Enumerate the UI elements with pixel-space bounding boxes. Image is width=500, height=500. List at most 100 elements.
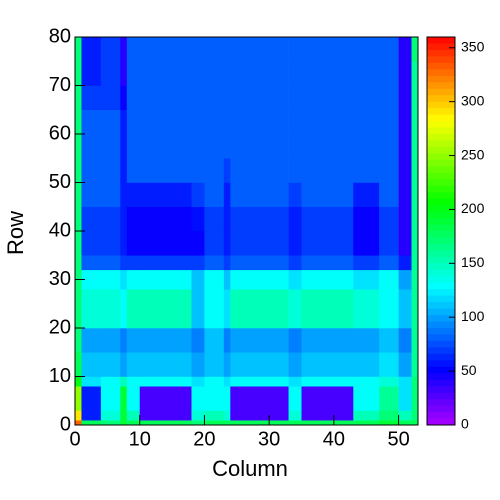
colorbar-segment — [427, 211, 455, 219]
colorbar-segment — [427, 75, 455, 83]
cell — [75, 386, 82, 411]
cell — [301, 269, 354, 290]
cell — [191, 85, 205, 111]
colorbar-segment — [427, 256, 455, 264]
cell — [204, 410, 225, 421]
cell — [100, 352, 121, 377]
cell — [100, 289, 121, 329]
y-tick-label: 60 — [49, 122, 71, 144]
cell — [126, 37, 141, 62]
cell — [398, 386, 412, 411]
cell — [223, 134, 231, 159]
cell — [204, 158, 225, 183]
cell — [288, 269, 302, 290]
cell — [204, 231, 225, 256]
colorbar-segment — [427, 108, 455, 116]
cell — [120, 269, 128, 290]
cell — [120, 410, 128, 421]
cell — [301, 255, 354, 271]
colorbar-segment — [427, 121, 455, 129]
cell — [139, 420, 192, 426]
colorbar-segment — [427, 315, 455, 323]
cell — [126, 255, 141, 271]
cell — [139, 134, 192, 159]
y-tick-label: 70 — [49, 74, 71, 96]
x-tick-label: 0 — [69, 428, 80, 450]
cell — [223, 352, 231, 377]
cell — [411, 85, 419, 111]
cell — [353, 420, 380, 426]
cell — [139, 109, 192, 135]
cell — [139, 269, 192, 290]
cell — [379, 182, 399, 208]
cell — [398, 352, 412, 377]
cell — [223, 182, 231, 208]
y-tick-label: 80 — [49, 25, 71, 47]
cell — [353, 231, 380, 256]
cell — [126, 410, 141, 421]
cell — [126, 269, 141, 290]
cell — [100, 61, 121, 86]
y-tick-label: 10 — [49, 365, 71, 387]
cell — [353, 85, 380, 111]
cell — [126, 109, 141, 135]
cell — [353, 37, 380, 62]
colorbar-segment — [427, 405, 455, 413]
cell — [139, 37, 192, 62]
cell — [398, 255, 412, 271]
cell — [81, 134, 102, 159]
cell — [379, 37, 399, 62]
cell — [191, 328, 205, 353]
cell — [353, 109, 380, 135]
cell — [126, 420, 141, 426]
cell — [411, 328, 419, 353]
colorbar-segment — [427, 321, 455, 329]
colorbar-segment — [427, 140, 455, 148]
cell — [100, 386, 121, 411]
cell — [301, 109, 354, 135]
cell — [288, 410, 302, 421]
cell — [301, 376, 354, 387]
cell — [139, 376, 192, 387]
cell — [120, 376, 128, 387]
cell — [81, 386, 102, 411]
cell — [81, 109, 102, 135]
cell — [288, 109, 302, 135]
cell — [120, 289, 128, 329]
cell — [379, 85, 399, 111]
cell — [191, 269, 205, 290]
y-tick-label: 50 — [49, 171, 71, 193]
cell — [223, 420, 231, 426]
cell — [223, 328, 231, 353]
cell — [81, 182, 102, 208]
cell — [75, 376, 82, 387]
cell — [379, 420, 399, 426]
cell — [398, 206, 412, 232]
cell — [100, 410, 121, 421]
cell — [411, 386, 419, 411]
cell — [411, 376, 419, 387]
cell — [75, 289, 82, 329]
y-tick-label: 0 — [60, 413, 71, 435]
cell — [379, 328, 399, 353]
colorbar-segment — [427, 114, 455, 122]
cell — [230, 269, 289, 290]
colorbar-segment — [427, 379, 455, 387]
cell — [204, 61, 225, 86]
cell — [230, 231, 289, 256]
cell — [301, 182, 354, 208]
colorbar-segment — [427, 302, 455, 310]
cell — [301, 85, 354, 111]
cell — [204, 37, 225, 62]
cell — [353, 376, 380, 387]
cell — [288, 85, 302, 111]
cell — [301, 134, 354, 159]
cell — [120, 85, 128, 111]
colorbar-segment — [427, 101, 455, 109]
colorbar-segment — [427, 328, 455, 335]
cell — [230, 420, 289, 426]
cell — [223, 289, 231, 329]
cell — [411, 61, 419, 86]
cell — [204, 206, 225, 232]
cell — [191, 410, 205, 421]
